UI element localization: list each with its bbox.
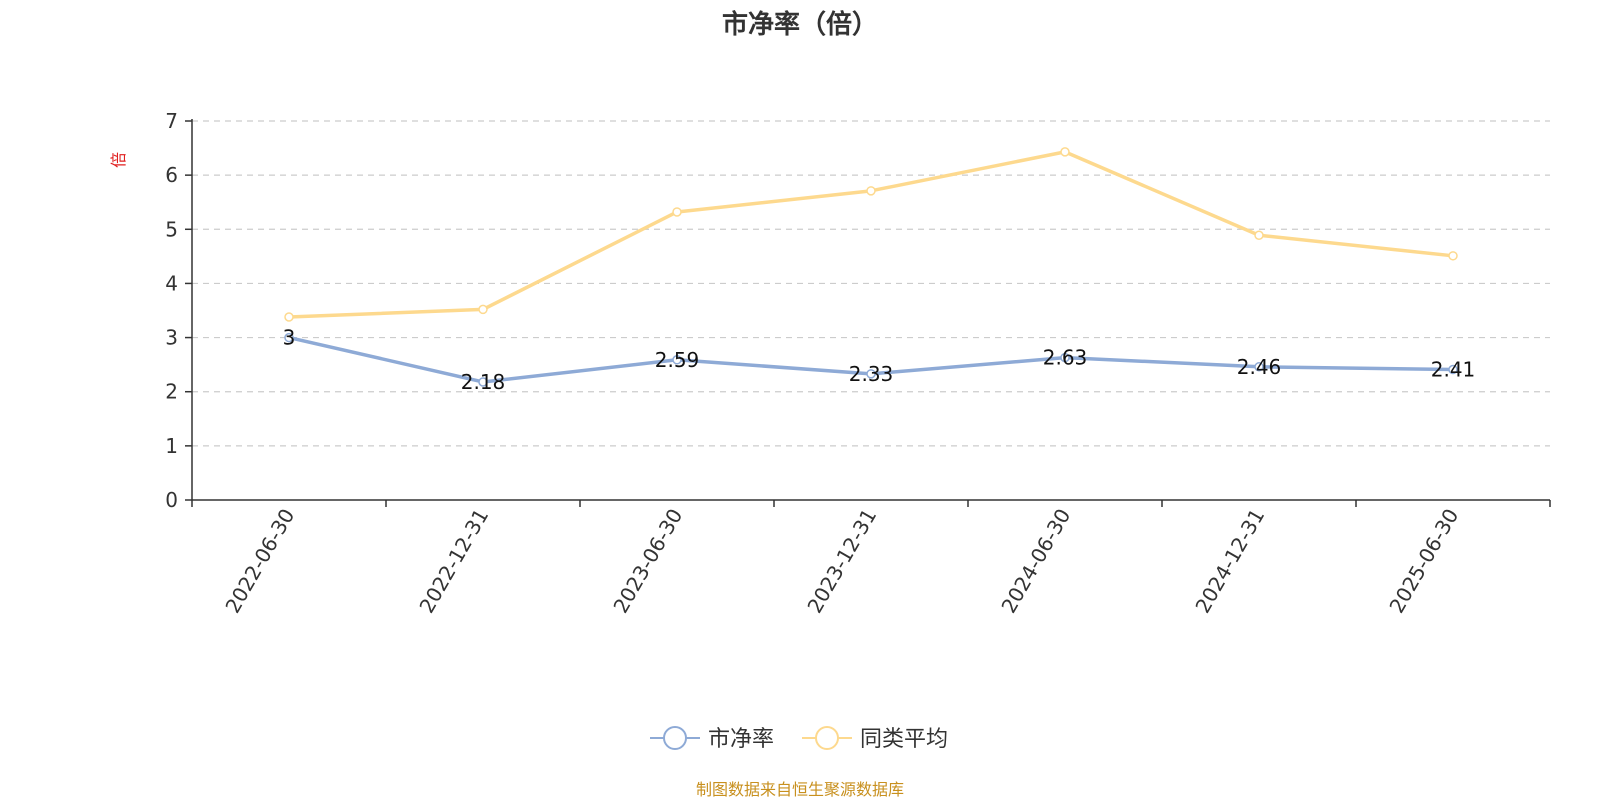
x-tick-label: 2023-06-30 [608,505,687,618]
legend-label: 市净率 [708,727,774,752]
data-label: 2.63 [1043,346,1088,370]
series-1-point[interactable] [672,207,682,217]
legend-circle-icon [815,726,839,750]
x-tick-label: 2023-12-31 [802,505,881,618]
series-0-point[interactable] [478,377,488,387]
legend: 市净率 同类平均 [650,726,948,752]
data-label: 2.46 [1237,355,1282,379]
y-tick-label: 4 [165,271,178,295]
series-0-point[interactable] [1060,352,1070,363]
data-label: 3 [283,326,296,350]
series-1-point[interactable] [284,312,294,322]
x-tick-label: 2025-06-30 [1384,505,1463,618]
y-tick-label: 7 [165,109,178,133]
y-tick-label: 1 [165,434,178,458]
chart-title: 市净率（倍） [722,9,878,40]
legend-circle-icon [663,726,687,750]
x-tick-label: 2022-06-30 [220,505,299,618]
x-tick-label: 2022-12-31 [414,505,493,618]
series-1-point[interactable] [478,304,488,315]
series-line-1 [288,150,1454,319]
series-0-point[interactable] [672,355,682,365]
series-1-point[interactable] [1448,251,1458,261]
data-label: 2.33 [849,362,894,386]
series-1-point[interactable] [1060,147,1070,157]
y-tick-label: 0 [165,488,178,512]
series-1-point[interactable] [1254,230,1264,240]
data-label: 2.41 [1431,358,1476,382]
y-axis-unit-label: 倍 [109,152,128,168]
y-tick-label: 5 [165,217,178,241]
y-tick-label: 3 [165,326,178,350]
x-tick-label: 2024-06-30 [996,505,1075,618]
y-tick-label: 2 [165,380,178,404]
x-tick-label: 2024-12-31 [1190,505,1269,618]
legend-item-0[interactable]: 市净率 [650,726,774,752]
source-note: 制图数据来自恒生聚源数据库 [696,780,904,799]
series-0-point[interactable] [284,332,294,343]
data-label: 2.18 [461,370,506,394]
legend-label: 同类平均 [860,727,948,752]
series-0-point[interactable] [1448,364,1458,375]
data-labels: 3 2.18 2.59 2.33 2.63 2.46 2.41 [283,326,1476,394]
series-1-point[interactable] [866,186,876,196]
series-0-point[interactable] [866,369,876,379]
data-label: 2.59 [655,348,700,372]
series-0-point[interactable] [1254,362,1264,372]
series [284,147,1458,387]
grid-lines [192,120,1550,447]
y-tick-label: 6 [165,163,178,187]
legend-item-1[interactable]: 同类平均 [802,726,948,752]
